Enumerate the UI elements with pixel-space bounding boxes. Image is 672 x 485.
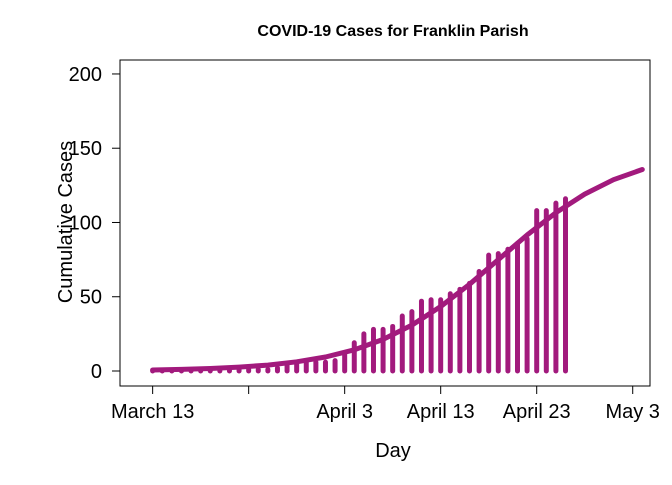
x-tick-label: May 3 [605,401,659,423]
y-tick-label: 200 [69,64,102,86]
x-tick-label: April 23 [503,401,571,423]
y-tick-label: 50 [80,287,102,309]
chart-title: COVID-19 Cases for Franklin Parish [257,23,528,40]
y-tick-label: 0 [91,361,102,383]
y-axis-label: Cumulative Cases [55,141,77,303]
x-tick-label: April 13 [407,401,475,423]
x-tick-label: March 13 [111,401,194,423]
plot-frame [119,59,651,387]
y-tick-label: 150 [69,138,102,160]
fit-curve [150,167,645,373]
y-tick-label: 100 [69,212,102,234]
x-axis-label: Day [375,440,411,462]
x-tick-label: April 3 [316,401,373,423]
